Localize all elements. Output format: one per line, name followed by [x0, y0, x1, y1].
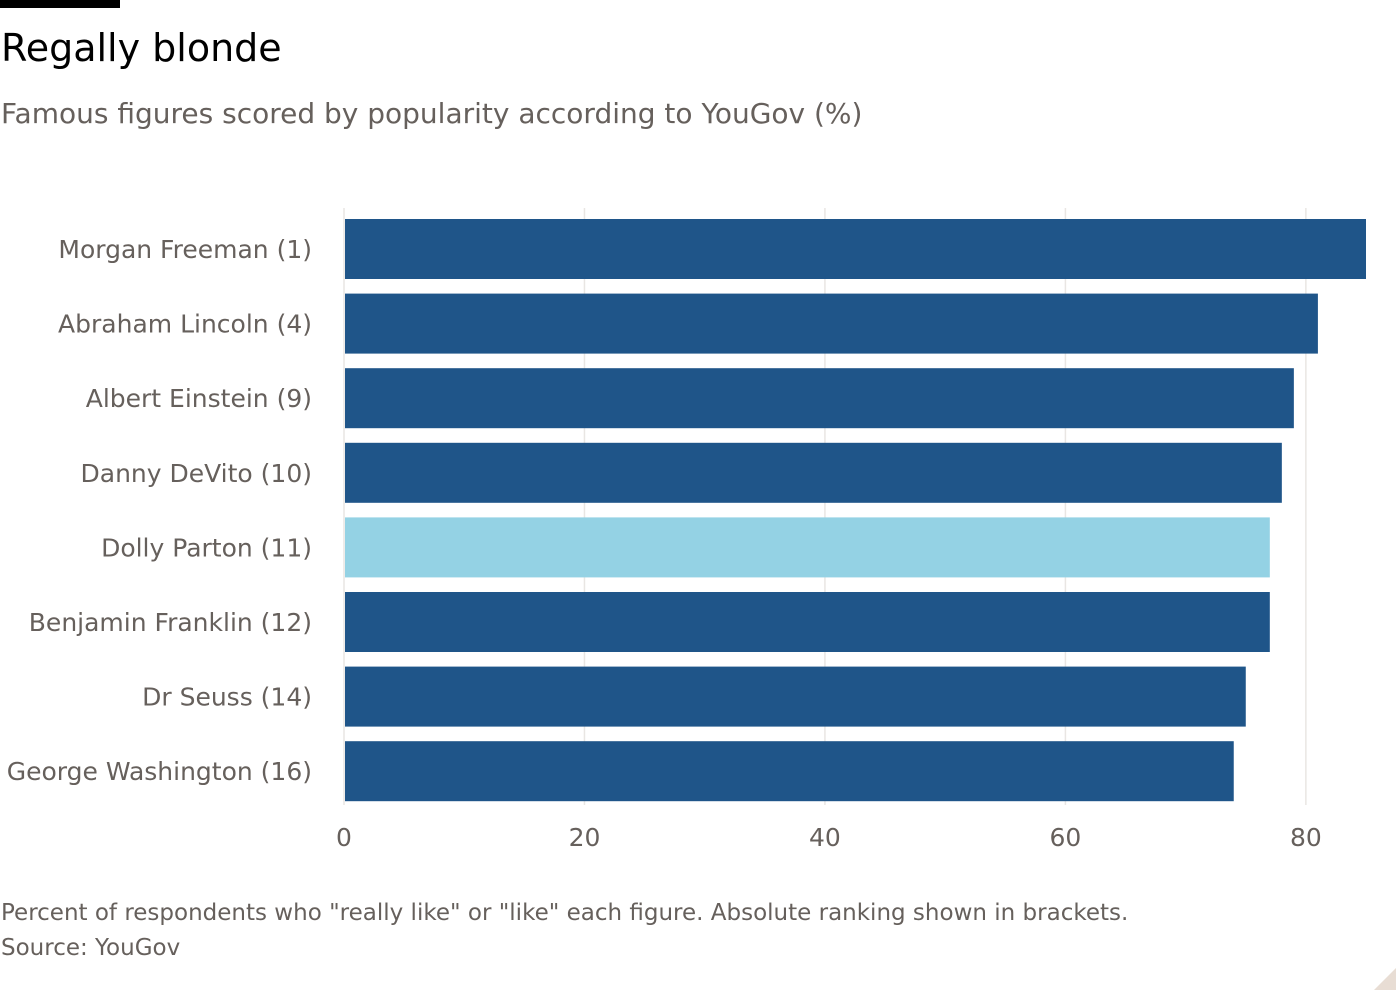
corner-mark: [1374, 968, 1396, 990]
x-tick-label: 20: [569, 823, 601, 852]
bar-chart: Morgan Freeman (1) Abraham Lincoln (4) Alb…: [7, 208, 1366, 852]
bar: [345, 368, 1294, 429]
bar: [345, 517, 1270, 578]
chart-title: Regally blonde: [1, 26, 282, 70]
x-tick-label: 60: [1050, 823, 1082, 852]
bar: [345, 442, 1282, 503]
category-label: Morgan Freeman (1): [58, 235, 312, 264]
x-tick-label: 40: [809, 823, 841, 852]
top-rule: [0, 0, 120, 8]
chart-subtitle: Famous figures scored by popularity acco…: [1, 97, 863, 130]
x-tick-label: 80: [1290, 823, 1322, 852]
category-label: Dr Seuss (14): [142, 683, 312, 712]
bar: [345, 741, 1234, 802]
footnote-text: Percent of respondents who "really like"…: [1, 900, 1129, 926]
category-label: Abraham Lincoln (4): [58, 310, 312, 339]
bar: [345, 592, 1270, 652]
bar: [345, 666, 1246, 727]
category-label: George Washington (16): [7, 757, 312, 786]
category-label: Danny DeVito (10): [81, 459, 313, 488]
category-labels: Morgan Freeman (1) Abraham Lincoln (4) Alb…: [7, 235, 312, 786]
bars: [345, 219, 1366, 802]
bar: [345, 293, 1318, 354]
x-tick-label: 0: [336, 823, 352, 852]
category-label: Albert Einstein (9): [86, 384, 312, 413]
x-axis-ticks: 0 20 40 60 80: [336, 823, 1322, 852]
category-label: Benjamin Franklin (12): [29, 608, 312, 637]
footnote: Percent of respondents who "really like"…: [1, 896, 1128, 966]
source-text: Source: YouGov: [1, 935, 181, 961]
bar: [345, 219, 1366, 279]
category-label: Dolly Parton (11): [101, 533, 312, 562]
